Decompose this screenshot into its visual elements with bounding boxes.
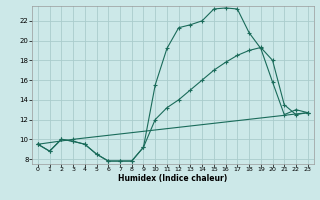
X-axis label: Humidex (Indice chaleur): Humidex (Indice chaleur) [118,174,228,183]
